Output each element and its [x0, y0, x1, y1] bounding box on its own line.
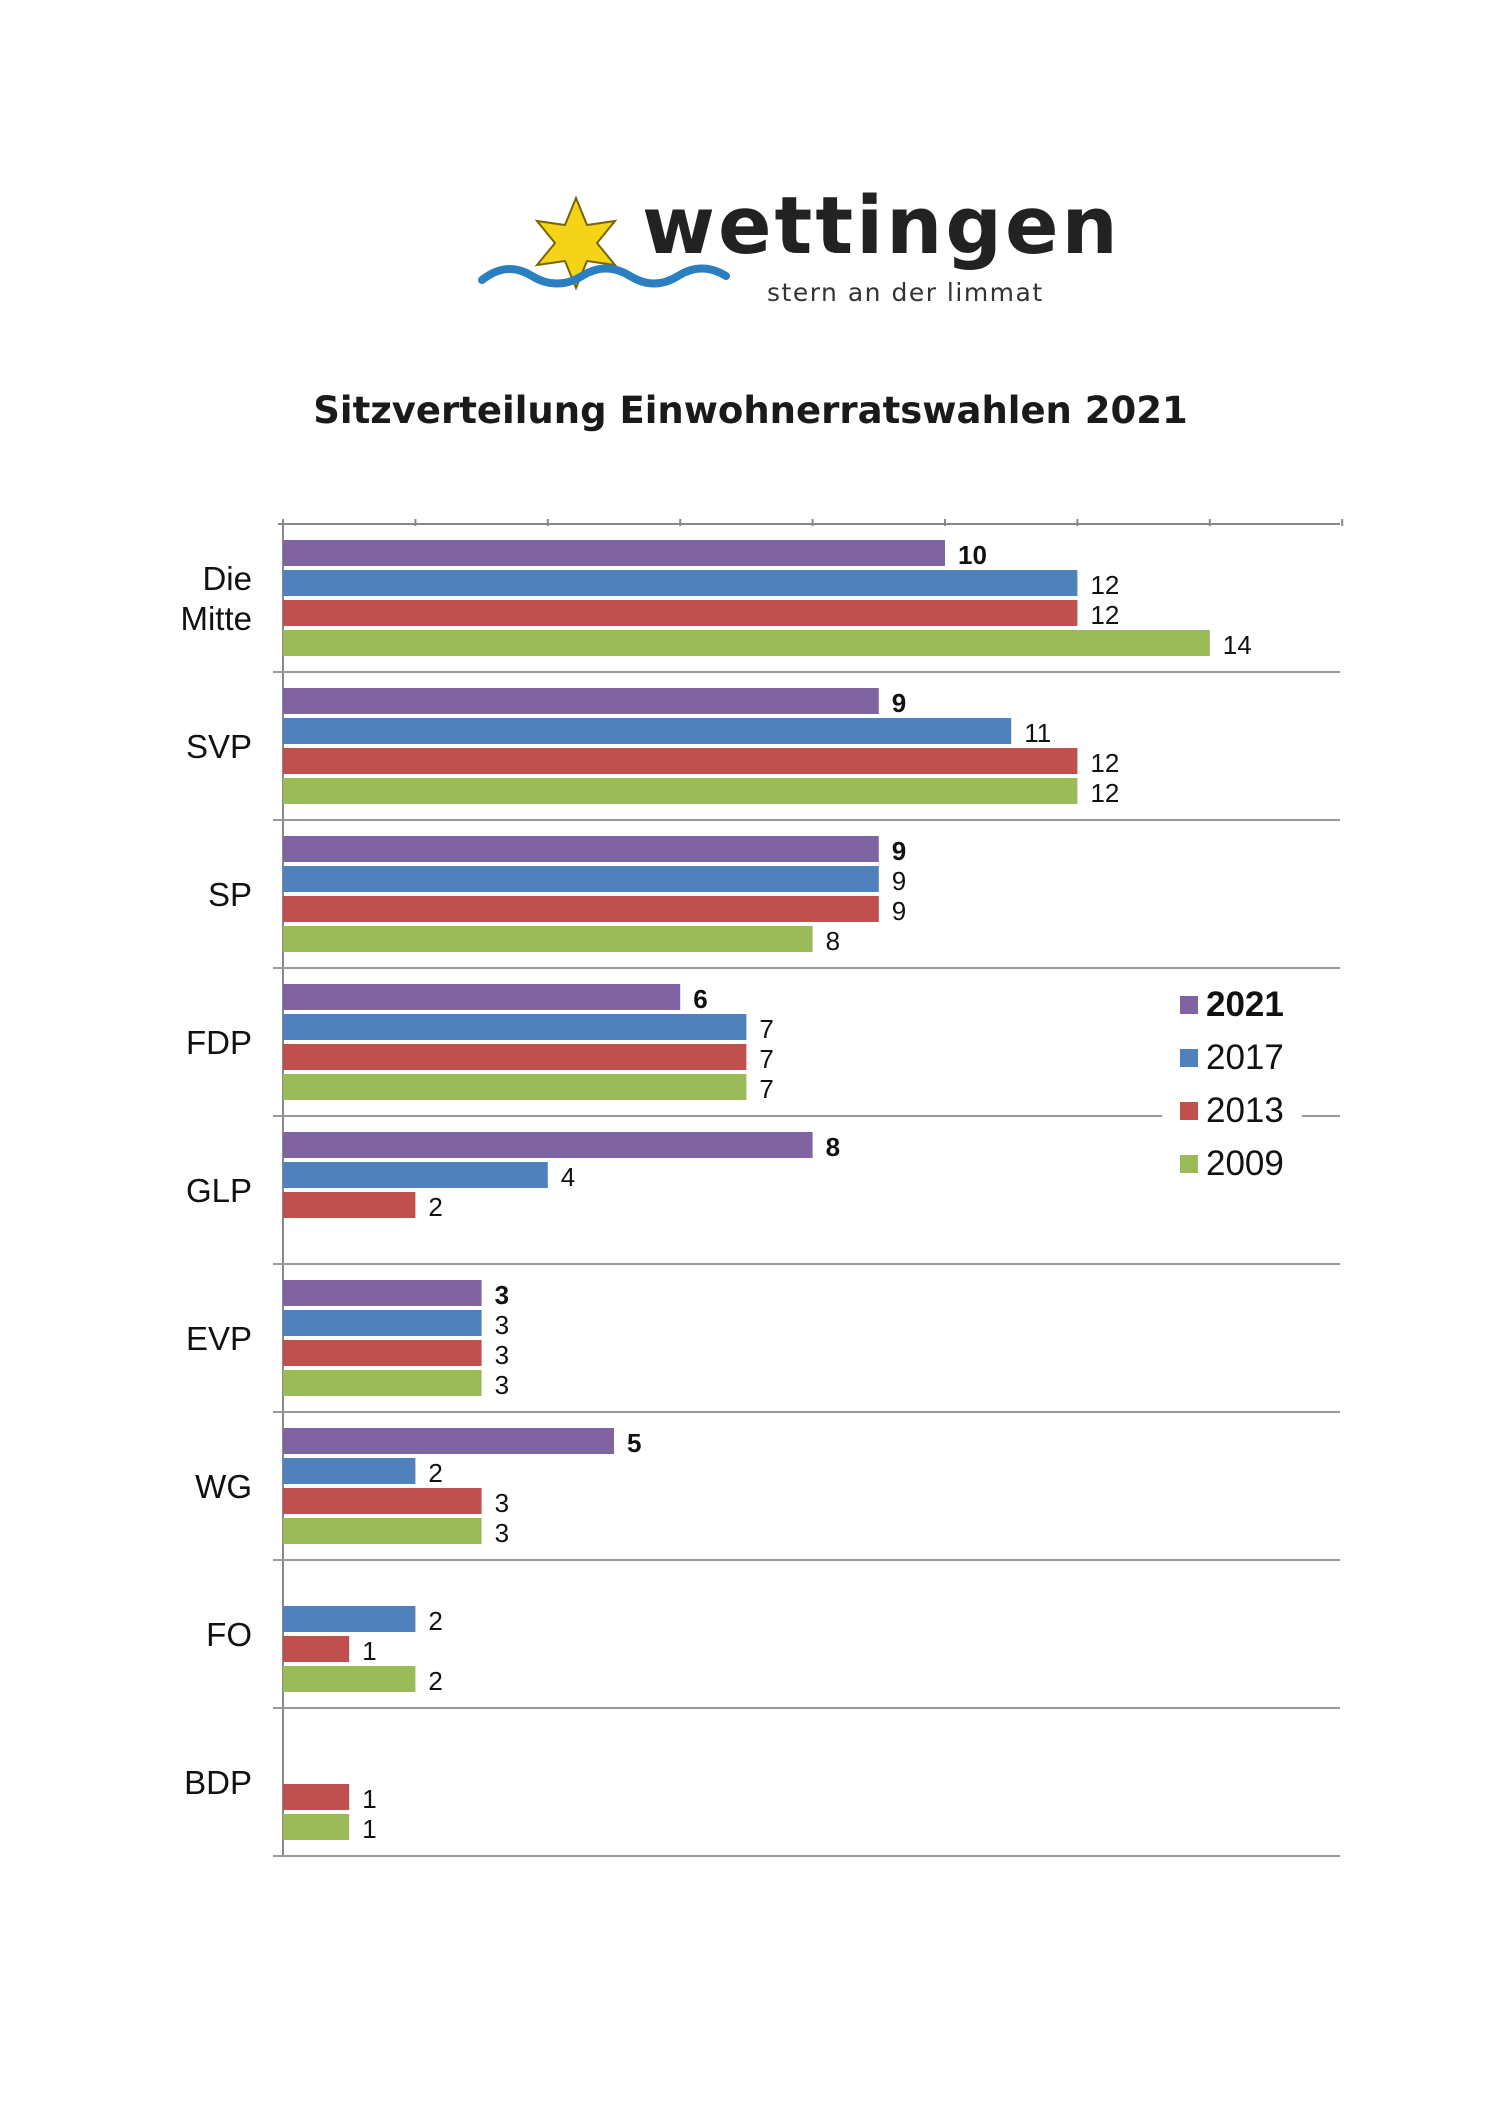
bar-2017 — [283, 1458, 416, 1484]
legend-swatch — [1180, 1102, 1198, 1120]
bar-2017 — [283, 1162, 548, 1188]
value-label: 7 — [759, 1074, 773, 1104]
value-label: 8 — [826, 1132, 840, 1162]
value-label: 14 — [1223, 630, 1252, 660]
value-label: 9 — [892, 688, 906, 718]
value-label: 10 — [958, 540, 987, 570]
bar-2013 — [283, 1636, 350, 1662]
value-label: 5 — [627, 1428, 641, 1458]
value-label: 7 — [759, 1014, 773, 1044]
bar-2021 — [283, 540, 945, 566]
bar-2021 — [283, 984, 681, 1010]
bar-2017 — [283, 570, 1078, 596]
bar-2009 — [283, 1074, 747, 1100]
value-label: 7 — [759, 1044, 773, 1074]
legend-label: 2009 — [1206, 1144, 1284, 1183]
bar-2013 — [283, 748, 1078, 774]
category-label: FO — [206, 1616, 252, 1653]
value-label: 6 — [693, 984, 707, 1014]
bar-2009 — [283, 1518, 482, 1544]
logo-star-icon — [534, 195, 618, 291]
bar-2009 — [283, 926, 813, 952]
value-label: 8 — [826, 926, 840, 956]
value-label: 2 — [428, 1666, 442, 1696]
bar-2013 — [283, 600, 1078, 626]
chart-title: Sitzverteilung Einwohnerratswahlen 2021 — [313, 389, 1188, 432]
value-label: 2 — [428, 1192, 442, 1222]
value-label: 4 — [561, 1162, 575, 1192]
value-label: 9 — [892, 896, 906, 926]
legend-label: 2013 — [1206, 1091, 1284, 1130]
wettingen-logo — [470, 180, 1070, 330]
legend-label: 2021 — [1206, 985, 1284, 1024]
value-label: 12 — [1090, 778, 1119, 808]
bar-2009 — [283, 630, 1210, 656]
legend-swatch — [1180, 1155, 1198, 1173]
category-label: Mitte — [180, 600, 252, 637]
value-label: 3 — [495, 1370, 509, 1400]
value-label: 3 — [495, 1280, 509, 1310]
bar-2013 — [283, 1192, 416, 1218]
value-label: 1 — [362, 1814, 376, 1844]
bar-2017 — [283, 1310, 482, 1336]
bar-2009 — [283, 1814, 350, 1840]
value-label: 12 — [1090, 570, 1119, 600]
bar-2017 — [283, 718, 1012, 744]
bar-2021 — [283, 688, 879, 714]
logo-wordmark: wettingen — [642, 180, 1121, 272]
value-label: 3 — [495, 1340, 509, 1370]
bar-2021 — [283, 1428, 614, 1454]
logo-wave-icon — [478, 264, 730, 288]
category-label: Die — [202, 560, 252, 597]
bar-2021 — [283, 1132, 813, 1158]
legend-label: 2017 — [1206, 1038, 1284, 1077]
legend-swatch — [1180, 1049, 1198, 1067]
value-label: 1 — [362, 1784, 376, 1814]
value-label: 3 — [495, 1518, 509, 1548]
bar-2013 — [283, 1488, 482, 1514]
legend-swatch — [1180, 996, 1198, 1014]
logo-emblem — [478, 195, 730, 291]
bar-2017 — [283, 1606, 416, 1632]
value-label: 3 — [495, 1488, 509, 1518]
logo-tagline: stern an der limmat — [767, 278, 1044, 307]
category-label: GLP — [186, 1172, 252, 1209]
bar-2009 — [283, 1666, 416, 1692]
bar-2009 — [283, 778, 1078, 804]
category-label: BDP — [184, 1764, 252, 1801]
value-label: 9 — [892, 836, 906, 866]
category-label: SVP — [186, 728, 252, 765]
bar-2013 — [283, 1044, 747, 1070]
category-label: EVP — [186, 1320, 252, 1357]
category-label: WG — [195, 1468, 252, 1505]
value-label: 11 — [1024, 718, 1051, 748]
bar-2021 — [283, 836, 879, 862]
bar-2017 — [283, 866, 879, 892]
bar-2013 — [283, 1340, 482, 1366]
value-label: 2 — [428, 1606, 442, 1636]
bar-2021 — [283, 1280, 482, 1306]
bar-2013 — [283, 1784, 350, 1810]
value-label: 2 — [428, 1458, 442, 1488]
value-label: 12 — [1090, 600, 1119, 630]
value-label: 12 — [1090, 748, 1119, 778]
value-label: 1 — [362, 1636, 376, 1666]
category-label: SP — [208, 876, 252, 913]
bar-2013 — [283, 896, 879, 922]
category-label: FDP — [186, 1024, 252, 1061]
value-label: 3 — [495, 1310, 509, 1340]
bar-2017 — [283, 1014, 747, 1040]
value-label: 9 — [892, 866, 906, 896]
bar-2009 — [283, 1370, 482, 1396]
